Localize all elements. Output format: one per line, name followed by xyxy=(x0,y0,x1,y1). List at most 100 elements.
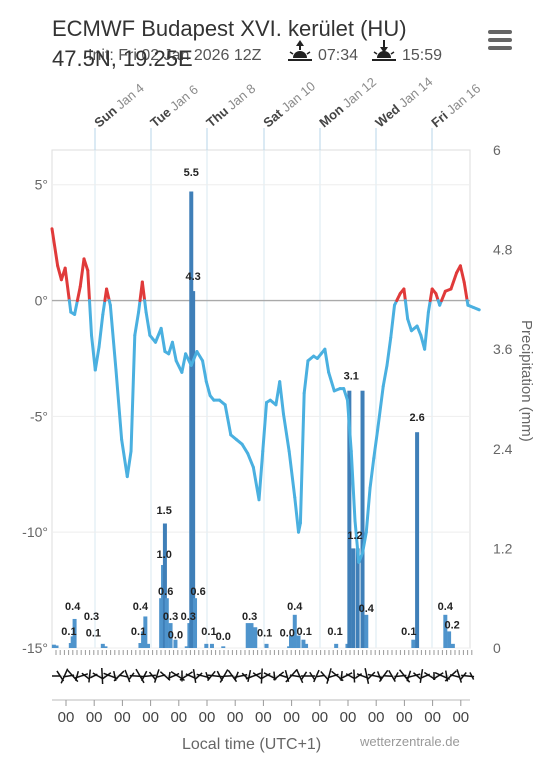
precip-bar xyxy=(184,646,189,648)
precip-bar xyxy=(304,643,309,648)
temperature-segment xyxy=(406,317,413,333)
temperature-segment xyxy=(125,449,133,479)
temperature-segment xyxy=(63,266,71,303)
precip-value-label: 0.1 xyxy=(201,626,216,638)
wind-arrow xyxy=(388,669,396,683)
wind-arrow xyxy=(339,672,353,680)
temperature-segment xyxy=(140,280,147,303)
wind-arrow xyxy=(309,671,316,681)
temperature-segment xyxy=(240,442,250,455)
wind-arrows xyxy=(52,650,475,701)
wind-arrow xyxy=(101,667,104,685)
temperature-segment xyxy=(195,350,205,363)
precip-bar xyxy=(249,623,254,648)
temperature-segment xyxy=(78,257,86,289)
precip-value-label: 0.1 xyxy=(86,628,101,640)
sunset-icon xyxy=(372,40,396,61)
temperature-segment xyxy=(144,310,152,337)
temperature-segment xyxy=(86,268,92,303)
hour-label: 00 xyxy=(424,709,441,726)
temperature-segment xyxy=(137,299,142,314)
wind-arrow xyxy=(406,670,412,682)
precipitation-labels: 0.40.10.30.10.40.11.51.00.60.30.00.35.54… xyxy=(61,167,459,643)
precip-bar xyxy=(447,631,452,648)
wind-arrow xyxy=(92,672,104,680)
temperature-segment xyxy=(50,227,60,268)
precip-value-label: 0.4 xyxy=(65,601,81,613)
temperature-segment xyxy=(159,326,167,354)
hour-label: 00 xyxy=(170,709,187,726)
wind-arrow xyxy=(405,673,421,679)
precip-bar xyxy=(51,644,56,648)
day-label: Sun Jan 4 xyxy=(91,80,147,130)
temperature-segment xyxy=(327,370,336,393)
wind-arrow xyxy=(148,671,157,681)
wind-arrow xyxy=(234,671,239,681)
wind-arrow xyxy=(469,672,475,680)
precip-bar xyxy=(289,635,294,648)
wind-arrow xyxy=(153,669,160,683)
temperature-line xyxy=(50,227,481,564)
temperature-segment xyxy=(120,438,129,479)
precip-value-label: 3.1 xyxy=(344,370,359,382)
wind-arrow xyxy=(366,671,376,681)
chart-grid xyxy=(51,128,471,649)
temperature-segment xyxy=(368,456,376,490)
temperature-segment xyxy=(93,345,101,372)
wind-arrow xyxy=(456,669,463,683)
wind-arrow xyxy=(194,672,203,680)
temperature-segment xyxy=(278,380,285,416)
wind-arrow xyxy=(167,672,180,680)
precip-bar xyxy=(334,643,339,648)
precip-bar xyxy=(72,618,77,648)
y-left-tick: -15° xyxy=(22,640,48,656)
precip-value-label: 5.5 xyxy=(184,167,199,179)
precip-bar xyxy=(355,548,360,648)
day-label: Thu Jan 8 xyxy=(203,81,258,131)
wind-arrow xyxy=(449,673,461,679)
precip-value-label: 0.0 xyxy=(168,629,183,641)
temperature-segment xyxy=(361,530,368,555)
hour-label: 00 xyxy=(368,709,385,726)
precip-bar xyxy=(411,639,416,648)
precip-bar xyxy=(164,598,169,648)
hamburger-menu-icon[interactable] xyxy=(488,30,512,50)
hour-label: 00 xyxy=(452,709,469,726)
precip-value-label: 0.3 xyxy=(242,611,257,623)
precip-value-label: 0.4 xyxy=(438,601,454,613)
temperature-segment xyxy=(364,486,372,534)
temperature-segment xyxy=(440,289,447,303)
wind-arrow xyxy=(205,671,210,681)
temperature-segment xyxy=(381,363,389,388)
hour-label: 00 xyxy=(142,709,159,726)
temperature-segment xyxy=(281,412,291,453)
wind-arrow xyxy=(432,672,444,680)
hour-label: 00 xyxy=(311,709,328,726)
init-time-label: Init: Fri 02 Jan 2026 12Z xyxy=(88,47,262,64)
sunset-time: 15:59 xyxy=(402,47,442,64)
day-label: Tue Jan 6 xyxy=(147,82,201,131)
precip-bar xyxy=(415,432,420,648)
temperature-segment xyxy=(458,264,466,284)
precip-bar xyxy=(253,627,258,648)
temperature-segment xyxy=(462,280,469,303)
wind-arrow xyxy=(261,672,271,680)
precip-bar xyxy=(143,616,148,648)
wind-arrow xyxy=(316,674,325,678)
precip-bar xyxy=(162,523,167,648)
hour-label: 00 xyxy=(340,709,357,726)
temperature-segment xyxy=(184,352,193,367)
precip-value-label: 1.2 xyxy=(347,530,362,542)
precip-value-label: 0.1 xyxy=(257,628,272,640)
temperature-segment xyxy=(402,287,407,303)
precip-bar xyxy=(191,291,196,648)
y-right-tick: 3.6 xyxy=(493,341,513,357)
precip-value-label: 0.6 xyxy=(190,586,205,598)
precip-bar xyxy=(173,639,178,648)
precipitation-bars xyxy=(51,191,455,648)
precip-bar xyxy=(193,598,198,648)
y-right-tick: 4.8 xyxy=(493,242,513,258)
temperature-segment xyxy=(73,299,79,316)
wind-arrow xyxy=(260,668,263,684)
precip-value-label: 0.3 xyxy=(181,611,196,623)
